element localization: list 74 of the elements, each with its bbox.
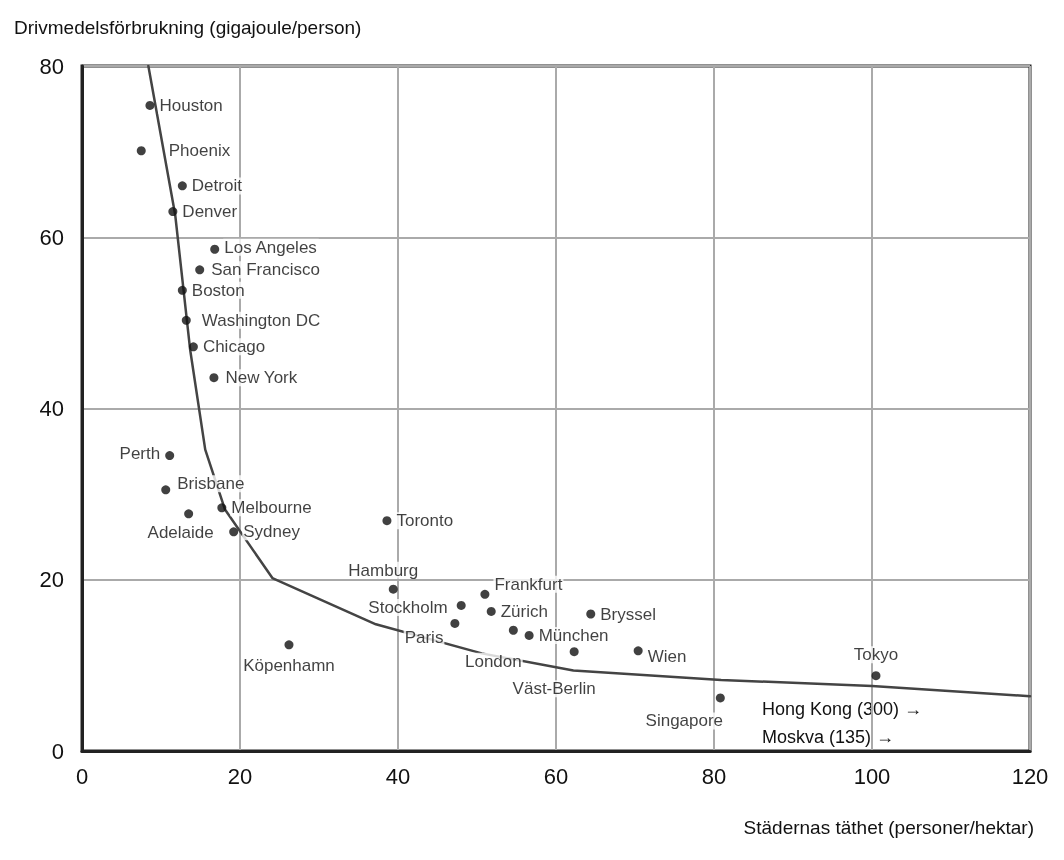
- point: [168, 207, 178, 217]
- point: [165, 451, 175, 461]
- point: [388, 584, 398, 594]
- point: [508, 625, 518, 635]
- y-tick-label: 40: [39, 396, 64, 421]
- annotation: Hong Kong (300) →: [762, 699, 923, 719]
- data-label: Detroit: [191, 176, 243, 196]
- point: [524, 630, 534, 640]
- point: [284, 640, 294, 650]
- x-tick-label: 0: [75, 763, 89, 789]
- x-tick-label: 120: [1011, 763, 1049, 789]
- y-tick-label: 0: [51, 738, 64, 764]
- point: [195, 265, 205, 275]
- data-label: Stockholm: [368, 597, 448, 617]
- point: [136, 146, 146, 156]
- data-label: Zürich: [500, 601, 548, 621]
- data-label: New York: [225, 368, 298, 388]
- y-tick-label: 80: [39, 53, 64, 79]
- data-label: Chicago: [202, 337, 266, 357]
- data-label: Toronto: [396, 511, 454, 531]
- y-tick-label: 20: [39, 567, 64, 593]
- x-tick-label: 80: [701, 763, 727, 789]
- point: [229, 527, 239, 537]
- point: [209, 373, 219, 383]
- data-label: Köpenhamn: [243, 656, 335, 676]
- point: [382, 516, 392, 526]
- y-tick-label: 60: [39, 224, 64, 250]
- data-label: Boston: [191, 280, 245, 300]
- x-tick-label: 20: [227, 763, 253, 789]
- data-label: Bryssel: [600, 604, 656, 624]
- point: [181, 315, 191, 325]
- data-label: Frankfurt: [494, 574, 563, 594]
- data-label: Los Angeles: [224, 237, 317, 257]
- point: [145, 100, 155, 110]
- data-label: Washington DC: [201, 310, 321, 330]
- data-label: Väst-Berlin: [512, 679, 596, 699]
- point: [177, 181, 187, 191]
- data-label: Sydney: [243, 522, 301, 542]
- data-label: Singapore: [645, 711, 724, 731]
- x-tick-label: 60: [543, 763, 569, 789]
- x-tick-label: 40: [385, 763, 411, 789]
- data-label: Houston: [159, 95, 223, 115]
- point: [569, 647, 579, 657]
- point: [486, 606, 496, 616]
- point: [480, 589, 490, 599]
- data-label: Perth: [119, 444, 161, 464]
- point: [456, 600, 466, 610]
- point: [450, 618, 460, 628]
- point: [715, 693, 725, 703]
- x-tick-label: 100: [853, 763, 891, 789]
- point: [188, 342, 198, 352]
- data-label: Hamburg: [348, 560, 419, 580]
- data-label: Denver: [182, 202, 238, 222]
- point: [871, 671, 881, 681]
- annotation: Moskva (135) →: [762, 727, 895, 747]
- data-label: Tokyo: [853, 645, 899, 665]
- y-axis-title: Drivmedelsförbrukning (gigajoule/person): [14, 17, 362, 38]
- point: [633, 646, 643, 656]
- point: [210, 244, 220, 254]
- point: [161, 485, 171, 495]
- data-label: Wien: [647, 647, 687, 667]
- data-label: London: [464, 651, 522, 671]
- point: [217, 503, 227, 513]
- point: [184, 509, 194, 519]
- data-label: Phoenix: [168, 141, 231, 161]
- data-label: San Francisco: [211, 260, 320, 280]
- data-label: Paris: [404, 627, 444, 647]
- point: [586, 609, 596, 619]
- point: [177, 285, 187, 295]
- x-axis-title: Städernas täthet (personer/hektar): [743, 817, 1034, 838]
- data-label: München: [538, 625, 609, 645]
- data-label: Melbourne: [231, 498, 312, 518]
- data-label: Adelaide: [147, 523, 214, 543]
- data-label: Brisbane: [177, 474, 245, 494]
